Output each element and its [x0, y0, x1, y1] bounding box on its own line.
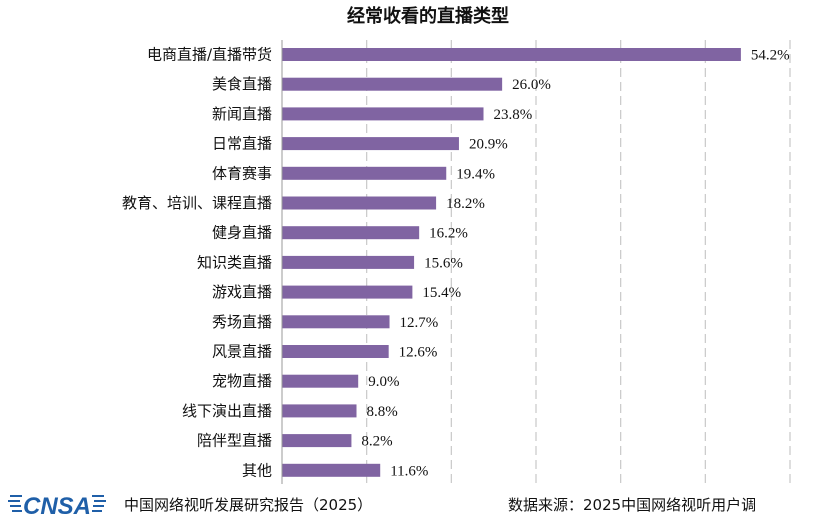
category-label: 教育、培训、课程直播 [122, 194, 272, 212]
value-label: 19.4% [456, 166, 495, 182]
bar [282, 374, 359, 388]
bar [282, 255, 415, 269]
bar [282, 77, 503, 91]
category-label: 电商直播/直播带货 [147, 46, 272, 64]
category-label: 知识类直播 [197, 253, 272, 271]
category-label: 其他 [242, 461, 272, 479]
footer: CNSA 中国网络视听发展研究报告（2025） 数据来源：2025中国网络视听用… [0, 484, 832, 524]
chart-title: 经常收看的直播类型 [347, 5, 509, 27]
category-labels: 电商直播/直播带货美食直播新闻直播日常直播体育赛事教育、培训、课程直播健身直播知… [122, 46, 272, 480]
value-label: 23.8% [494, 107, 533, 123]
data-source: 数据来源：2025中国网络视听用户调 [508, 496, 757, 514]
value-label: 26.0% [512, 77, 551, 93]
value-label: 18.2% [446, 196, 485, 212]
value-label: 12.7% [400, 315, 439, 331]
bar [282, 48, 741, 61]
value-label: 20.9% [469, 137, 508, 153]
value-label: 11.6% [390, 463, 428, 479]
cnsa-logo: CNSA [8, 493, 106, 520]
category-label: 宠物直播 [212, 372, 272, 390]
category-label: 体育赛事 [212, 164, 272, 182]
category-label: 美食直播 [212, 75, 272, 93]
bar [282, 404, 357, 418]
value-labels: 54.2% 26.0% 23.8% 20.9% 19.4% 18.2% 16.2% 15.6%… [361, 48, 789, 480]
category-label: 线下演出直播 [182, 402, 272, 420]
category-label: 风景直播 [212, 343, 272, 361]
bar [282, 196, 437, 210]
category-label: 游戏直播 [212, 283, 272, 301]
value-label: 9.0% [368, 374, 399, 390]
bar [282, 285, 413, 299]
bar-chart: 经常收看的直播类型 电商直播/直播带货美食直播新闻直播日常直播体育赛事教育、培训… [122, 5, 791, 484]
bar [282, 434, 352, 448]
bar [282, 315, 390, 329]
category-label: 新闻直播 [212, 105, 272, 123]
value-label: 8.2% [361, 434, 392, 450]
value-label: 15.4% [422, 285, 461, 301]
bar [282, 137, 459, 151]
bars [282, 48, 741, 477]
report-title: 中国网络视听发展研究报告（2025） [124, 496, 373, 514]
bar [282, 463, 381, 477]
category-label: 秀场直播 [212, 313, 272, 331]
bar [282, 166, 447, 180]
value-label: 12.6% [399, 345, 438, 361]
logo-text: CNSA [23, 493, 91, 520]
value-label: 15.6% [424, 255, 463, 271]
category-label: 日常直播 [212, 135, 272, 153]
bar [282, 107, 484, 121]
bar [282, 226, 420, 240]
value-label: 54.2% [751, 48, 790, 64]
value-label: 16.2% [429, 226, 468, 242]
value-label: 8.8% [367, 404, 398, 420]
bar [282, 345, 389, 358]
category-label: 健身直播 [212, 224, 272, 242]
category-label: 陪伴型直播 [197, 432, 272, 450]
